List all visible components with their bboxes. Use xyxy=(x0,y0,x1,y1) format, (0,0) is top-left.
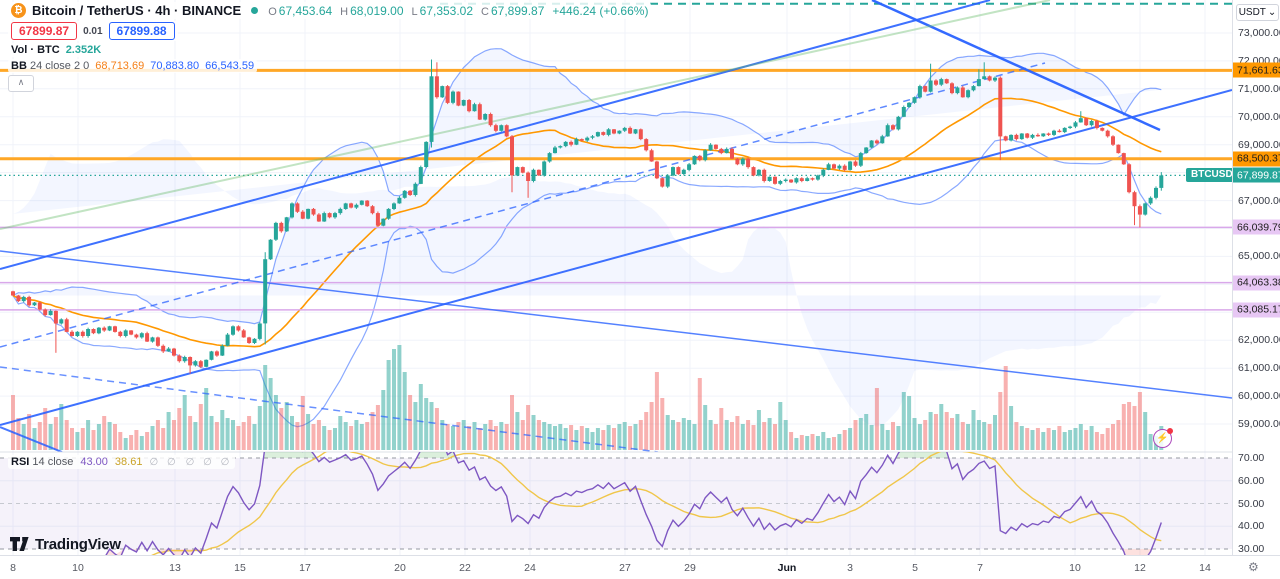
chart-legend: ₿ Bitcoin / TetherUS · 4h · BINANCE O 67,… xyxy=(8,2,652,92)
time-axis-label: 8 xyxy=(10,562,16,574)
price-axis-label: 59,000.00 xyxy=(1238,418,1280,430)
time-axis-label: 24 xyxy=(524,562,536,574)
time-axis-label: 27 xyxy=(619,562,631,574)
ohlc-values: O 67,453.64 H 68,019.00 L 67,353.02 C 67,899… xyxy=(268,3,649,18)
bb-basis-value: 68,713.69 xyxy=(95,60,145,72)
rsi-axis-label: 70.00 xyxy=(1238,452,1265,464)
time-axis-label: 20 xyxy=(394,562,406,574)
time-axis[interactable]: 8 10 13 15 17 20 22 24 27 29 Jun 3 5 7 10 12 14 xyxy=(0,555,1280,579)
price-axis-label: 67,000.00 xyxy=(1238,194,1280,207)
bb-indicator-row[interactable]: BB BB 24 close 2 024 close 2 0 68,713.69… xyxy=(8,59,258,73)
level-price-label: 66,039.79 xyxy=(1233,219,1280,235)
open-value: 67,453.64 xyxy=(278,3,333,18)
price-axis-label: 70,000.00 xyxy=(1238,110,1280,123)
level-price-label: 63,085.17 xyxy=(1233,302,1280,318)
volume-value: 2.352K xyxy=(65,44,102,56)
price-axis[interactable]: USDT⌄ 73,000.0072,000.0071,000.0070,000.… xyxy=(1232,0,1280,555)
price-axis-label: 69,000.00 xyxy=(1238,138,1280,151)
ask-button[interactable]: 67899.88 xyxy=(108,22,175,40)
time-axis-label: 7 xyxy=(977,562,983,574)
rsi-indicator-row[interactable]: RSI 14 close 43.00 38.61 ∅ ∅ ∅ ∅ ∅ xyxy=(8,455,236,469)
time-axis-label: 14 xyxy=(1199,562,1211,574)
price-axis-label: 61,000.00 xyxy=(1238,362,1280,375)
symbol-title[interactable]: Bitcoin / TetherUS · 4h · BINANCE xyxy=(32,3,242,18)
bb-params: 24 close 2 0 xyxy=(29,60,90,72)
time-axis-label: 12 xyxy=(1134,562,1146,574)
tradingview-logo-icon xyxy=(10,537,29,551)
rsi-axis-label: 30.00 xyxy=(1238,543,1265,555)
currency-selector[interactable]: USDT ⌄ xyxy=(1236,4,1279,21)
bitcoin-icon: ₿ xyxy=(11,3,26,18)
time-axis-label: 3 xyxy=(847,562,853,574)
market-status-icon xyxy=(251,7,259,14)
time-axis-label: 13 xyxy=(169,562,181,574)
rsi-axis-label: 50.00 xyxy=(1238,497,1265,510)
low-value: 67,353.02 xyxy=(419,3,474,18)
bb-lower-value: 66,543.59 xyxy=(205,60,255,72)
price-axis-label: 60,000.00 xyxy=(1238,390,1280,403)
bid-ask-row: 67899.87 0.01 67899.88 xyxy=(8,21,178,41)
time-axis-label: 10 xyxy=(1069,562,1081,574)
time-axis-label: 5 xyxy=(912,562,918,574)
symbol-price-tag: BTCUSDT xyxy=(1186,168,1244,183)
time-axis-label: 17 xyxy=(299,562,311,574)
pane-collapse-button[interactable]: ∧ xyxy=(8,75,34,92)
price-axis-label: 62,000.00 xyxy=(1238,334,1280,347)
rsi-empty-values-2: ∅ ∅ ∅ xyxy=(185,456,233,468)
notification-dot xyxy=(1167,428,1173,434)
rsi-ma-value: 38.61 xyxy=(114,456,143,468)
bid-button[interactable]: 67899.87 xyxy=(11,22,78,40)
rsi-axis-label: 40.00 xyxy=(1238,520,1265,533)
level-price-label: 68,500.37 xyxy=(1233,151,1280,167)
rsi-axis-label: 60.00 xyxy=(1238,474,1265,487)
close-value: 67,899.87 xyxy=(490,3,545,18)
price-axis-label: 71,000.00 xyxy=(1238,82,1280,95)
price-axis-label: 73,000.00 xyxy=(1238,27,1280,39)
time-axis-label: 10 xyxy=(72,562,84,574)
time-axis-label: 22 xyxy=(459,562,471,574)
price-axis-label: 65,000.00 xyxy=(1238,250,1280,263)
change-value: +446.24 (+0.66%) xyxy=(552,3,649,18)
level-price-label: 71,661.63 xyxy=(1233,62,1280,78)
symbol-row: ₿ Bitcoin / TetherUS · 4h · BINANCE O 67,… xyxy=(8,2,652,19)
time-axis-label: 15 xyxy=(234,562,246,574)
tradingview-logo[interactable]: TradingView xyxy=(10,536,121,553)
chevron-down-icon: ⌄ xyxy=(1267,7,1277,18)
rsi-value: 43.00 xyxy=(80,456,108,468)
axis-settings-gear-icon[interactable]: ⚙ xyxy=(1248,560,1259,574)
time-axis-label: Jun xyxy=(777,562,797,574)
level-price-label: 64,063.38 xyxy=(1233,275,1280,291)
last-price-label: 67,899.87 xyxy=(1233,167,1280,183)
high-value: 68,019.00 xyxy=(350,3,404,18)
chart-canvas[interactable] xyxy=(0,0,1232,555)
spread-value: 0.01 xyxy=(83,25,103,37)
rsi-empty-values: ∅ ∅ xyxy=(149,456,179,468)
time-axis-label: 29 xyxy=(684,562,696,574)
volume-indicator-row[interactable]: Vol · BTC 2.352K xyxy=(8,43,105,57)
bb-upper-value: 70,883.80 xyxy=(150,60,200,72)
instant-order-flash-icon[interactable]: ⚡ xyxy=(1153,428,1173,448)
